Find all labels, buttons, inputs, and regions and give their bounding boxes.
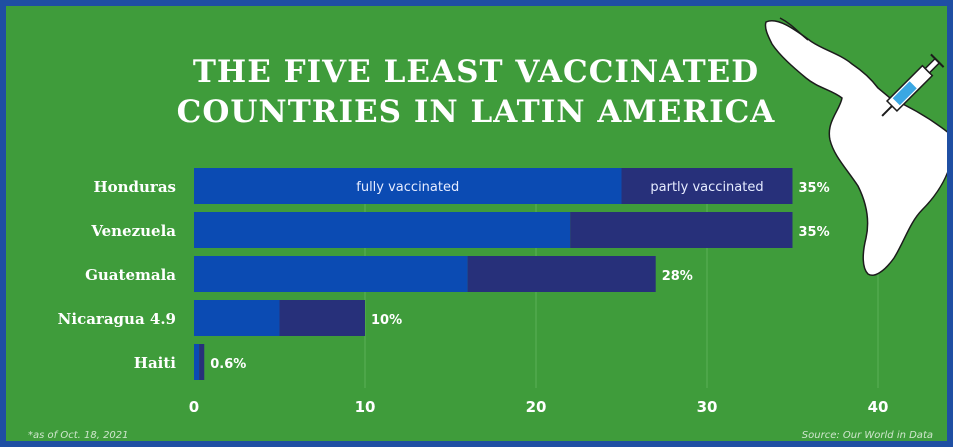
- source-note: Source: Our World in Data: [801, 430, 933, 441]
- category-label: Guatemala: [85, 266, 176, 284]
- category-label: Nicaragua 4.9: [58, 310, 176, 328]
- x-tick-label: 0: [189, 398, 199, 416]
- category-label: Honduras: [93, 178, 176, 196]
- value-label: 35%: [799, 225, 830, 240]
- x-tick-label: 40: [868, 398, 889, 416]
- bar-partly-vaccinated: [199, 344, 205, 380]
- bar-fully-vaccinated: [194, 256, 468, 292]
- x-tick-label: 20: [526, 398, 547, 416]
- bar-partly-vaccinated: [621, 168, 793, 204]
- category-label: Venezuela: [90, 222, 176, 240]
- value-label: 35%: [799, 181, 830, 196]
- title-line-2: COUNTRIES IN LATIN AMERICA: [176, 94, 776, 130]
- series-label-partly: partly vaccinated: [650, 180, 763, 195]
- bar-partly-vaccinated: [570, 212, 793, 248]
- series-label-fully: fully vaccinated: [356, 180, 459, 195]
- bar-partly-vaccinated: [279, 300, 365, 336]
- bar-fully-vaccinated: [194, 168, 622, 204]
- chart-labels: 0 10 20 30 40 Honduras 35% fully vaccinated part…: [58, 178, 889, 416]
- bar-fully-vaccinated: [194, 300, 280, 336]
- x-tick-label: 10: [355, 398, 376, 416]
- value-label: 28%: [662, 269, 693, 284]
- footnote: *as of Oct. 18, 2021: [28, 430, 129, 441]
- syringe-icon: [881, 53, 945, 117]
- bar-fully-vaccinated: [194, 344, 200, 380]
- bar-chart: 0 10 20 30 40 Honduras 35% fully vaccinated part…: [58, 17, 947, 416]
- category-label: Haiti: [134, 354, 177, 372]
- value-label: 10%: [371, 313, 402, 328]
- chart-title: THE FIVE LEAST VACCINATED COUNTRIES IN L…: [156, 52, 796, 132]
- x-tick-label: 30: [697, 398, 718, 416]
- south-america-map-icon: [764, 17, 947, 276]
- title-line-1: THE FIVE LEAST VACCINATED: [192, 54, 760, 90]
- value-label: 0.6%: [210, 357, 246, 372]
- bars: [194, 168, 793, 380]
- bar-fully-vaccinated: [194, 212, 571, 248]
- bar-partly-vaccinated: [467, 256, 656, 292]
